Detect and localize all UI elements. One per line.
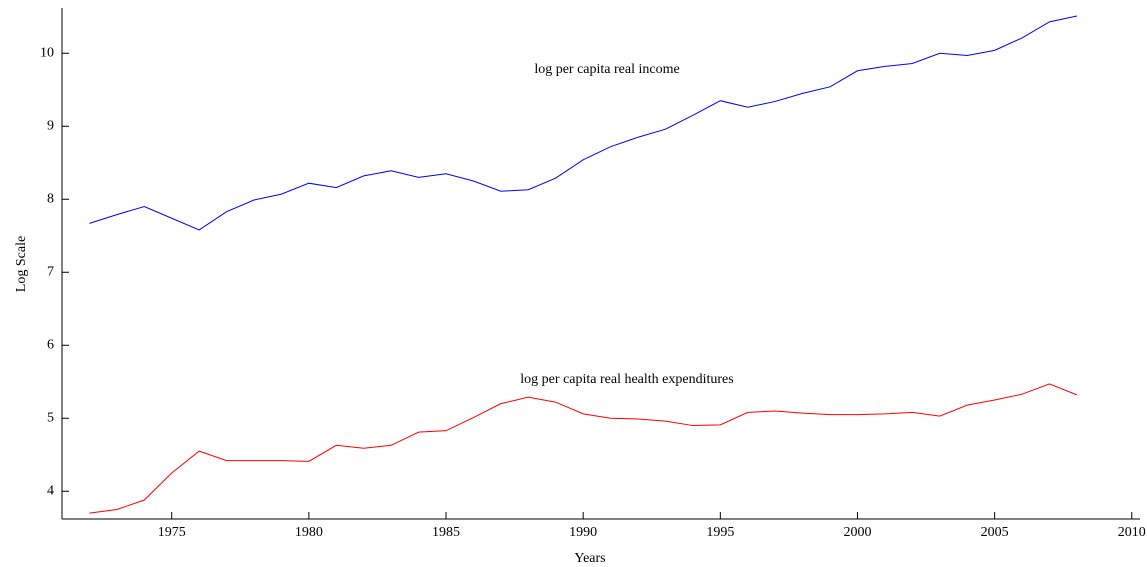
y-tick-label: 7 [47,264,54,279]
y-tick-label: 10 [40,45,54,60]
x-tick-label: 1995 [706,525,734,540]
x-tick-label: 1980 [295,525,323,540]
y-axis-label: Log Scale [14,236,29,292]
annotation: log per capita real health expenditures [520,372,733,387]
x-tick-label: 2000 [843,525,871,540]
y-tick-label: 4 [47,483,54,498]
y-tick-label: 8 [47,191,54,206]
line-series [89,383,1078,514]
x-tick-label: 1975 [158,525,186,540]
y-tick-label: 6 [47,337,54,352]
annotation: log per capita real income [534,62,679,77]
x-tick-label: 1985 [432,525,460,540]
y-tick-label: 9 [47,118,54,133]
line-series [89,15,1078,231]
x-axis-label: Years [574,551,605,566]
x-tick-label: 1990 [569,525,597,540]
x-tick-label: 2005 [981,525,1009,540]
x-tick-label: 2010 [1118,525,1146,540]
y-tick-label: 5 [47,410,54,425]
